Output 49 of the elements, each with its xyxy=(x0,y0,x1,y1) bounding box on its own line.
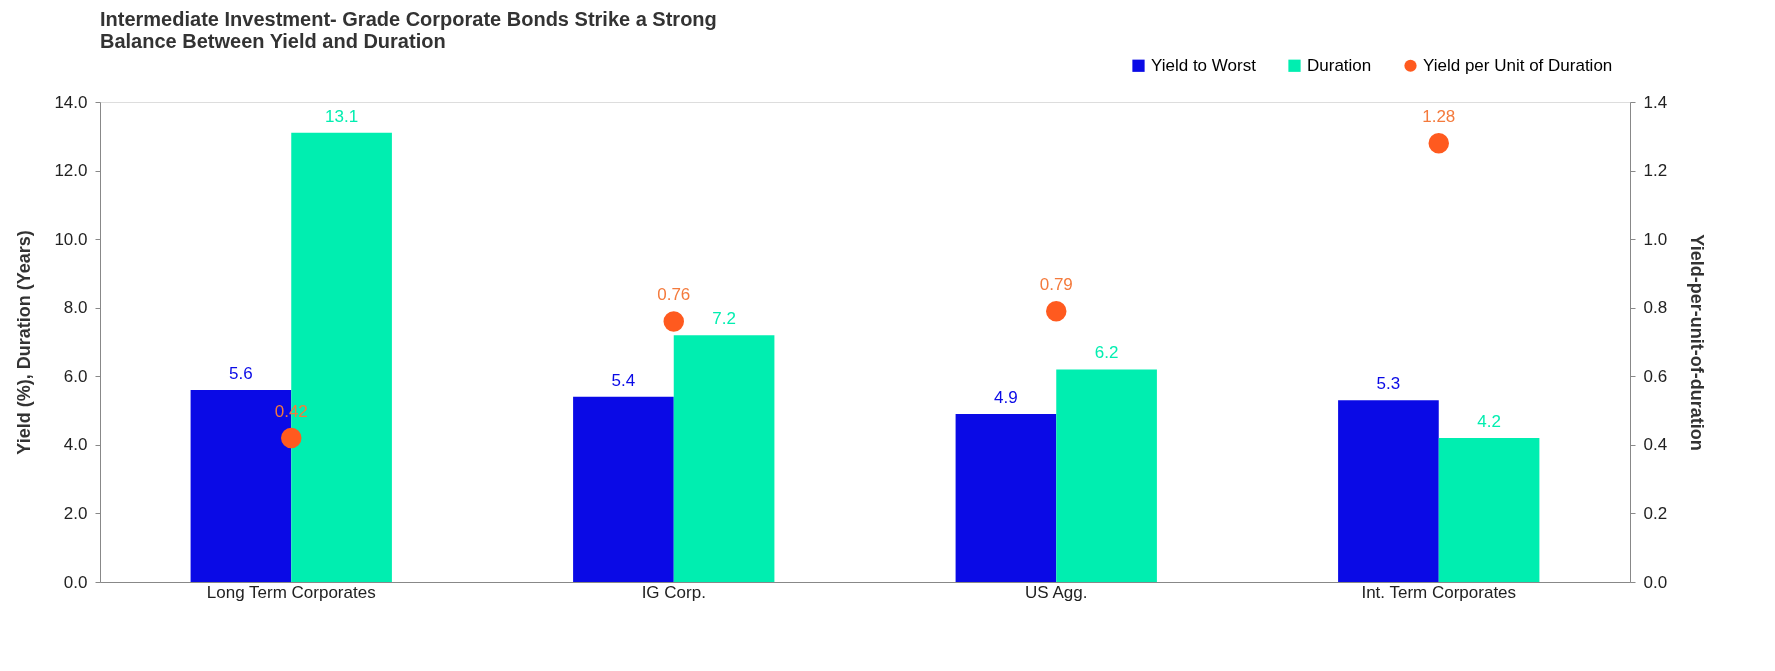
data-label: 13.1 xyxy=(325,106,359,126)
y-tick-label: 4.0 xyxy=(63,435,88,455)
y-tick-label: 6.0 xyxy=(63,366,88,386)
bar xyxy=(1056,369,1157,582)
data-label: 1.28 xyxy=(1422,107,1456,127)
y2-tick-label: 1.2 xyxy=(1643,161,1668,181)
x-tick-label: US Agg. xyxy=(1025,582,1088,602)
data-label: 5.6 xyxy=(229,364,253,383)
data-label: 4.2 xyxy=(1477,412,1501,431)
y2-tick-label: 0.2 xyxy=(1643,503,1668,523)
data-label: 0.76 xyxy=(657,285,691,305)
x-tick-label: Int. Term Corporates xyxy=(1361,582,1517,602)
data-label: 5.3 xyxy=(1376,374,1401,394)
y2-axis-title: Yield-per-unit-of-duration xyxy=(1687,234,1708,451)
data-label: 7.2 xyxy=(712,309,736,329)
y2-tick-label: 0.0 xyxy=(1643,572,1668,592)
legend-label: Yield per Unit of Duration xyxy=(1423,55,1613,75)
bar xyxy=(673,335,775,582)
y-tick-label: 8.0 xyxy=(63,298,88,318)
legend-label: Yield to Worst xyxy=(1151,55,1257,75)
y2-tick-label: 0.6 xyxy=(1643,366,1668,386)
point xyxy=(281,427,302,449)
data-label: 0.79 xyxy=(1039,275,1073,295)
x-tick-label: Long Term Corporates xyxy=(206,582,376,602)
text: Intermediate Investment- Grade Corporate Bonds Strike a Strong xyxy=(100,8,717,30)
y-tick-label: 12.0 xyxy=(54,161,88,181)
bar xyxy=(1438,438,1540,582)
bar xyxy=(955,414,1057,582)
legend-label: Duration xyxy=(1307,55,1372,75)
x-tick-label: IG Corp. xyxy=(641,582,706,602)
y-tick-label: 10.0 xyxy=(54,229,88,249)
point xyxy=(663,311,684,332)
point xyxy=(1428,132,1449,154)
point xyxy=(1046,300,1067,322)
bar xyxy=(573,396,674,582)
y2-tick-label: 0.4 xyxy=(1643,435,1668,455)
y2-tick-label: 1.4 xyxy=(1643,92,1668,112)
y-axis-title: Yield (%), Duration (Years) xyxy=(14,230,35,455)
data-label: 6.2 xyxy=(1094,343,1119,363)
data-label: 5.4 xyxy=(611,370,636,390)
data-label: 0.42 xyxy=(274,402,308,421)
bar xyxy=(1338,400,1439,582)
y-tick-label: 0.0 xyxy=(63,572,88,592)
data-label: 4.9 xyxy=(994,388,1018,407)
text: Balance Between Yield and Duration xyxy=(100,30,446,52)
y2-tick-label: 0.8 xyxy=(1643,298,1668,318)
y2-tick-label: 1.0 xyxy=(1643,229,1668,249)
y-tick-label: 2.0 xyxy=(63,503,88,523)
y-tick-label: 14.0 xyxy=(54,92,88,112)
